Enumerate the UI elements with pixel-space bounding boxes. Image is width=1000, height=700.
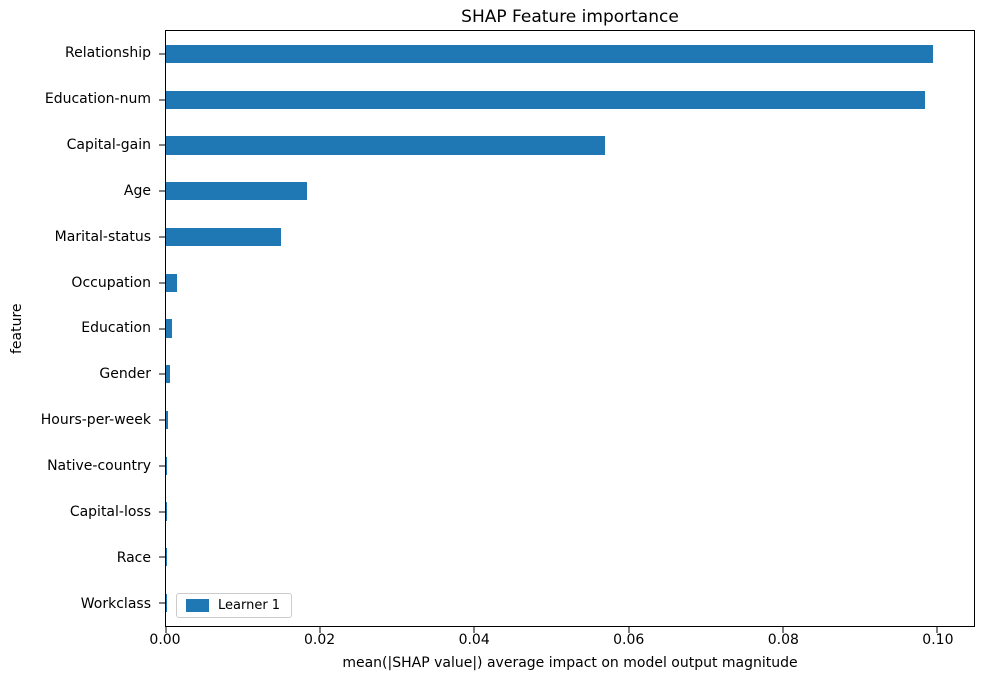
bar-row	[166, 534, 974, 580]
x-tick-label-0.10: 0.10	[922, 632, 954, 648]
y-tick-mark	[159, 465, 166, 467]
x-tick-label-0.08: 0.08	[767, 632, 799, 648]
bar-row	[166, 443, 974, 489]
bar-row	[166, 31, 974, 77]
y-tick-label-relationship: Relationship	[65, 44, 151, 61]
x-tick-label-0.04: 0.04	[458, 632, 490, 648]
bar-gender	[166, 365, 170, 384]
y-tick-label-education-num: Education-num	[44, 90, 151, 107]
x-tick-mark	[319, 626, 321, 633]
bar-relationship	[166, 44, 934, 64]
y-tick-label-age: Age	[123, 182, 151, 199]
bar-capital-gain	[166, 136, 606, 155]
y-tick-label-education: Education	[81, 320, 151, 337]
y-tick-label-workclass: Workclass	[80, 596, 151, 613]
x-tick-mark	[782, 626, 784, 633]
x-tick-labels: 0.00 0.02 0.04 0.06 0.08 0.10	[149, 632, 975, 650]
bar-row	[166, 168, 974, 214]
y-tick-mark	[159, 190, 166, 192]
bar-marital-status	[166, 227, 281, 247]
y-tick-mark	[159, 53, 166, 55]
y-tick-mark	[159, 282, 166, 284]
y-tick-label-hours-per-week: Hours-per-week	[40, 412, 151, 429]
x-tick-label-0.06: 0.06	[613, 632, 645, 648]
y-tick-mark	[159, 99, 166, 101]
y-tick-mark	[159, 602, 166, 604]
y-tick-mark	[159, 511, 166, 513]
y-tick-labels: Relationship Education-num Capital-gain Age…	[0, 30, 155, 627]
y-tick-label-native-country: Native-country	[47, 458, 151, 475]
bar-row	[166, 306, 974, 352]
y-tick-label-capital-gain: Capital-gain	[66, 136, 151, 153]
y-tick-label-race: Race	[116, 550, 151, 567]
bar-native-country	[166, 456, 167, 475]
bar-row	[166, 77, 974, 123]
bar-row	[166, 489, 974, 535]
chart-title: SHAP Feature importance	[461, 7, 679, 27]
legend-label-learner-1: Learner 1	[218, 598, 281, 613]
bars-container	[166, 31, 974, 626]
bar-occupation	[166, 273, 177, 292]
plot-area: Learner 1	[159, 30, 975, 633]
y-tick-mark	[159, 328, 166, 329]
y-tick-label-occupation: Occupation	[71, 274, 151, 291]
y-tick-mark	[159, 144, 166, 146]
bar-education-num	[166, 90, 926, 109]
x-tick-mark	[165, 626, 167, 633]
bar-education	[166, 319, 173, 338]
x-tick-mark	[628, 626, 630, 633]
y-tick-mark	[159, 236, 166, 238]
y-tick-mark	[159, 419, 166, 421]
x-tick-label-0.00: 0.00	[149, 632, 181, 648]
legend-swatch-learner-1	[186, 599, 209, 612]
bar-age	[166, 182, 308, 201]
y-tick-label-gender: Gender	[99, 366, 151, 383]
bar-row	[166, 397, 974, 443]
bar-row	[166, 123, 974, 169]
x-tick-label-0.02: 0.02	[303, 632, 336, 648]
bar-row	[166, 260, 974, 306]
y-tick-mark	[159, 373, 166, 375]
y-tick-mark	[159, 556, 166, 558]
bar-hours-per-week	[166, 410, 169, 430]
x-tick-mark	[936, 626, 938, 633]
bar-row	[166, 214, 974, 260]
bar-row	[166, 351, 974, 397]
legend: Learner 1	[176, 593, 293, 618]
x-tick-mark	[473, 626, 475, 633]
x-axis-label: mean(|SHAP value|) average impact on mod…	[342, 655, 798, 671]
y-tick-label-marital-status: Marital-status	[54, 228, 151, 245]
bar-row	[166, 580, 974, 626]
y-tick-label-capital-loss: Capital-loss	[69, 504, 151, 521]
